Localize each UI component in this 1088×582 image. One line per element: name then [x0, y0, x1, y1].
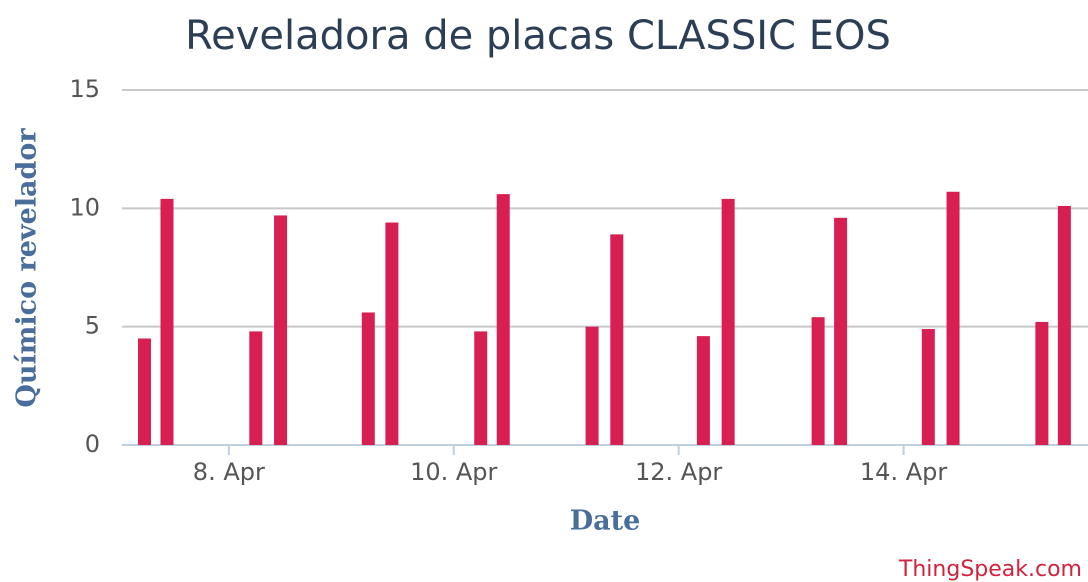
bar	[585, 326, 599, 445]
bar	[249, 331, 263, 445]
bar	[1035, 321, 1049, 445]
credit: ThingSpeak.com	[898, 557, 1082, 582]
x-tick-label: 10. Apr	[410, 458, 497, 486]
bar	[1057, 205, 1071, 445]
bar	[696, 336, 710, 445]
y-tick-label: 0	[85, 430, 100, 458]
bar	[921, 329, 935, 445]
bar	[721, 198, 735, 445]
x-axis-label: Date	[570, 506, 641, 537]
bar	[160, 198, 174, 445]
bar	[385, 222, 399, 445]
x-tick-label: 12. Apr	[635, 458, 722, 486]
x-tick-label: 8. Apr	[193, 458, 265, 486]
bar	[474, 331, 488, 445]
bar	[946, 191, 960, 445]
bar	[137, 338, 151, 445]
bar	[361, 312, 375, 445]
bar	[834, 217, 848, 445]
bar	[811, 317, 825, 445]
bar	[610, 234, 624, 445]
bar	[496, 194, 510, 445]
y-tick-label: 15	[69, 75, 100, 103]
y-tick-label: 5	[85, 312, 100, 340]
chart-title: Reveladora de placas CLASSIC EOS	[185, 13, 891, 59]
y-tick-label: 10	[69, 193, 100, 221]
x-tick-label: 14. Apr	[860, 458, 947, 486]
y-axis-label: Químico revelador	[12, 128, 43, 408]
bar	[274, 215, 288, 445]
